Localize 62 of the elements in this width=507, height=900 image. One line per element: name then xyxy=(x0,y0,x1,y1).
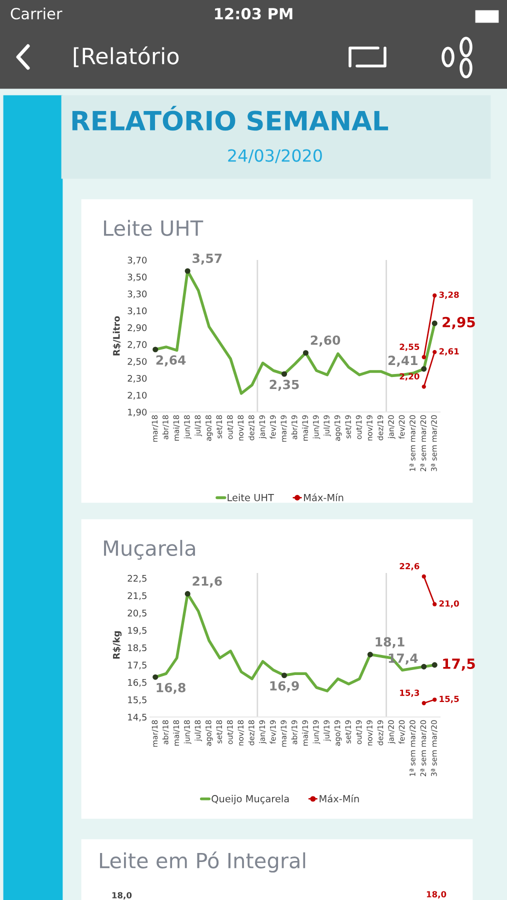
legend-label: Leite UHT xyxy=(228,494,274,502)
text: 18,0 xyxy=(112,892,132,900)
y-axis-title: R$/Litro xyxy=(112,316,122,356)
y-tick-label: 20,5 xyxy=(128,610,146,618)
point xyxy=(432,698,437,702)
data-label: 15,5 xyxy=(440,696,459,704)
legend-label: Queijo Muçarela xyxy=(212,794,289,804)
y-tick-label: 2,30 xyxy=(128,374,147,383)
data-label: 18,1 xyxy=(376,637,404,648)
text: 24/03/2020 xyxy=(228,149,322,164)
y-tick-label: 3,30 xyxy=(128,290,147,298)
y-tick-label: 2,50 xyxy=(128,358,147,366)
y-tick-label: 14,5 xyxy=(128,714,146,722)
point xyxy=(422,701,426,706)
y-axis-title: R$/kg xyxy=(112,631,122,659)
data-label: 15,3 xyxy=(400,690,420,698)
point xyxy=(432,350,437,354)
text: Carrier xyxy=(10,8,62,20)
y-tick-label: 21,5 xyxy=(128,592,146,600)
data-label: 2,20 xyxy=(400,373,420,381)
y-tick-label: 1,90 xyxy=(128,408,147,416)
text: RELATÓRIO SEMANAL xyxy=(72,106,388,131)
data-label: 2,64 xyxy=(156,355,186,366)
point xyxy=(422,384,426,389)
text: Leite em Pó Integral xyxy=(100,852,306,872)
y-tick-label: 2,10 xyxy=(128,392,147,400)
y-tick-label: 3,10 xyxy=(128,307,147,316)
data-label: 22,6 xyxy=(400,562,420,570)
y-tick-label: 17,5 xyxy=(128,662,146,670)
y-tick-label: 16,5 xyxy=(128,679,146,687)
data-label: 3,28 xyxy=(439,292,459,299)
data-label: 21,0 xyxy=(439,600,459,608)
y-tick-label: 3,50 xyxy=(128,274,147,282)
point xyxy=(422,355,426,360)
data-label: 2,35 xyxy=(270,380,299,391)
y-tick-label: 15,5 xyxy=(128,696,146,704)
point xyxy=(422,574,426,579)
text: [Relatório xyxy=(74,46,179,68)
text: 12:03 PM xyxy=(215,8,292,20)
data-label: 2,41 xyxy=(388,356,418,367)
data-label: 2,95 xyxy=(442,316,475,330)
data-label: 16,8 xyxy=(156,682,186,694)
y-tick-label: 2,90 xyxy=(128,324,147,332)
y-tick-label: 2,70 xyxy=(128,341,147,349)
y-tick-label: 18,5 xyxy=(128,644,146,652)
legend-label: Máx-Mín xyxy=(320,794,359,802)
y-tick-label: 3,70 xyxy=(128,256,147,264)
legend-label: Máx-Mín xyxy=(304,493,344,502)
y-tick-label: 22,5 xyxy=(128,574,146,583)
chart-title: Leite UHT xyxy=(104,220,204,236)
chart-title: Muçarela xyxy=(104,540,195,560)
data-label: 2,55 xyxy=(400,344,420,352)
y-tick-label: 19,5 xyxy=(128,626,146,635)
data-label: 17,5 xyxy=(443,658,475,671)
point xyxy=(432,602,437,606)
data-label: 16,9 xyxy=(270,681,299,692)
data-label: 3,57 xyxy=(192,254,222,265)
point xyxy=(432,293,437,298)
data-label: 21,6 xyxy=(192,576,222,588)
data-label: 2,61 xyxy=(439,348,459,356)
text: 18,0 xyxy=(426,891,446,898)
data-label: 2,60 xyxy=(310,335,340,347)
